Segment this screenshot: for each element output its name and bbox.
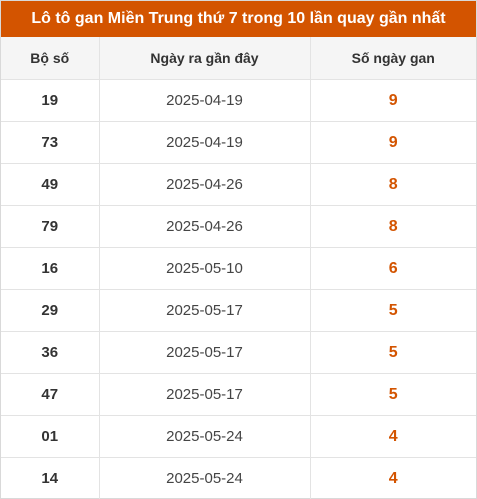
column-header-days: Số ngày gan bbox=[310, 37, 476, 80]
table-row: 79 2025-04-26 8 bbox=[1, 205, 476, 248]
days-cell: 8 bbox=[310, 163, 476, 206]
number-cell: 47 bbox=[1, 373, 100, 416]
table-row: 29 2025-05-17 5 bbox=[1, 289, 476, 332]
table-row: 49 2025-04-26 8 bbox=[1, 163, 476, 206]
date-cell: 2025-05-24 bbox=[99, 457, 311, 499]
table-row: 73 2025-04-19 9 bbox=[1, 121, 476, 164]
number-cell: 73 bbox=[1, 121, 100, 164]
days-cell: 6 bbox=[310, 247, 476, 290]
days-cell: 9 bbox=[310, 121, 476, 164]
table-row: 14 2025-05-24 4 bbox=[1, 457, 476, 499]
column-header-last-date: Ngày ra gần đây bbox=[99, 37, 311, 80]
lo-gan-table: Bộ số Ngày ra gần đây Số ngày gan 19 202… bbox=[1, 37, 476, 499]
date-cell: 2025-05-10 bbox=[99, 247, 311, 290]
number-cell: 01 bbox=[1, 415, 100, 458]
days-cell: 8 bbox=[310, 205, 476, 248]
days-cell: 5 bbox=[310, 289, 476, 332]
date-cell: 2025-05-24 bbox=[99, 415, 311, 458]
date-cell: 2025-05-17 bbox=[99, 373, 311, 416]
days-cell: 9 bbox=[310, 79, 476, 122]
date-cell: 2025-05-17 bbox=[99, 289, 311, 332]
header-row: Bộ số Ngày ra gần đây Số ngày gan bbox=[1, 37, 476, 80]
number-cell: 14 bbox=[1, 457, 100, 499]
table-row: 19 2025-04-19 9 bbox=[1, 79, 476, 122]
table-row: 47 2025-05-17 5 bbox=[1, 373, 476, 416]
days-cell: 4 bbox=[388, 469, 398, 487]
number-cell: 16 bbox=[1, 247, 100, 290]
date-cell: 2025-04-19 bbox=[99, 79, 311, 122]
number-cell: 36 bbox=[1, 331, 100, 374]
table-header: Bộ số Ngày ra gần đây Số ngày gan bbox=[1, 37, 476, 80]
number-cell: 19 bbox=[1, 79, 100, 122]
table-row: 01 2025-05-24 4 bbox=[1, 415, 476, 458]
table-body: 19 2025-04-19 9 73 2025-04-19 9 49 2025-… bbox=[1, 79, 476, 499]
date-cell: 2025-05-17 bbox=[99, 331, 311, 374]
date-cell: 2025-04-19 bbox=[99, 121, 311, 164]
number-cell: 49 bbox=[1, 163, 100, 206]
days-cell: 5 bbox=[310, 373, 476, 416]
number-cell: 29 bbox=[1, 289, 100, 332]
date-cell: 2025-04-26 bbox=[99, 205, 311, 248]
days-cell: 4 bbox=[310, 415, 476, 458]
number-cell: 79 bbox=[1, 205, 100, 248]
date-cell: 2025-04-26 bbox=[99, 163, 311, 206]
column-header-number: Bộ số bbox=[1, 37, 100, 80]
table-row: 36 2025-05-17 5 bbox=[1, 331, 476, 374]
table-row: 16 2025-05-10 6 bbox=[1, 247, 476, 290]
days-cell: 5 bbox=[310, 331, 476, 374]
panel-title: Lô tô gan Miền Trung thứ 7 trong 10 lần … bbox=[1, 1, 476, 37]
